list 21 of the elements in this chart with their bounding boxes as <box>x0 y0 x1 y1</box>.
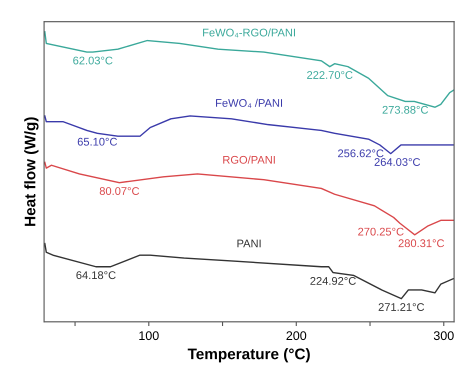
x-tick-label: 200 <box>286 331 306 340</box>
annotation: 273.88°C <box>382 106 428 114</box>
annotation: 65.10°C <box>78 138 118 146</box>
series-label: FeWO₄-RGO/PANI <box>203 28 295 38</box>
x-tick-label: 100 <box>139 331 159 340</box>
x-axis-title: Temperature (°C) <box>188 348 310 362</box>
y-axis-title: Heat flow (W/g) <box>24 117 39 226</box>
series-label: FeWO₄ /PANI <box>216 98 282 108</box>
x-tick-label: 300 <box>434 331 454 340</box>
annotation: 256.62°C <box>338 149 384 158</box>
series-label: PANI <box>237 240 261 248</box>
series-label: RGO/PANI <box>223 156 275 164</box>
annotation: 264.03°C <box>374 158 420 166</box>
annotation: 62.03°C <box>73 56 113 64</box>
annotation: 224.92°C <box>310 277 356 285</box>
annotation: 280.31°C <box>398 239 444 248</box>
annotation: 80.07°C <box>100 187 140 195</box>
annotation: 271.21°C <box>378 303 424 311</box>
annotation: 270.25°C <box>358 228 404 236</box>
annotation: 64.18°C <box>76 271 116 280</box>
annotation: 222.70°C <box>307 71 353 79</box>
